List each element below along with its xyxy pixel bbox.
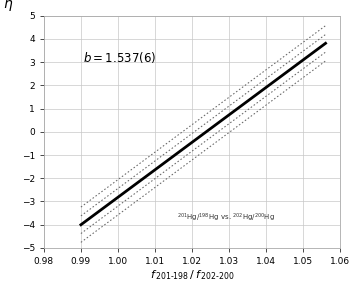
Y-axis label: $\eta$: $\eta$	[3, 0, 14, 14]
Text: $b = 1.537(6)$: $b = 1.537(6)$	[83, 50, 156, 65]
Text: $^{201}$Hg/$^{198}$Hg vs. $^{202}$Hg/$^{200}$Hg: $^{201}$Hg/$^{198}$Hg vs. $^{202}$Hg/$^{…	[177, 211, 275, 224]
X-axis label: $f_{\,201\text{-}198}\,/\,f_{\,202\text{-}200}$: $f_{\,201\text{-}198}\,/\,f_{\,202\text{…	[150, 269, 234, 283]
